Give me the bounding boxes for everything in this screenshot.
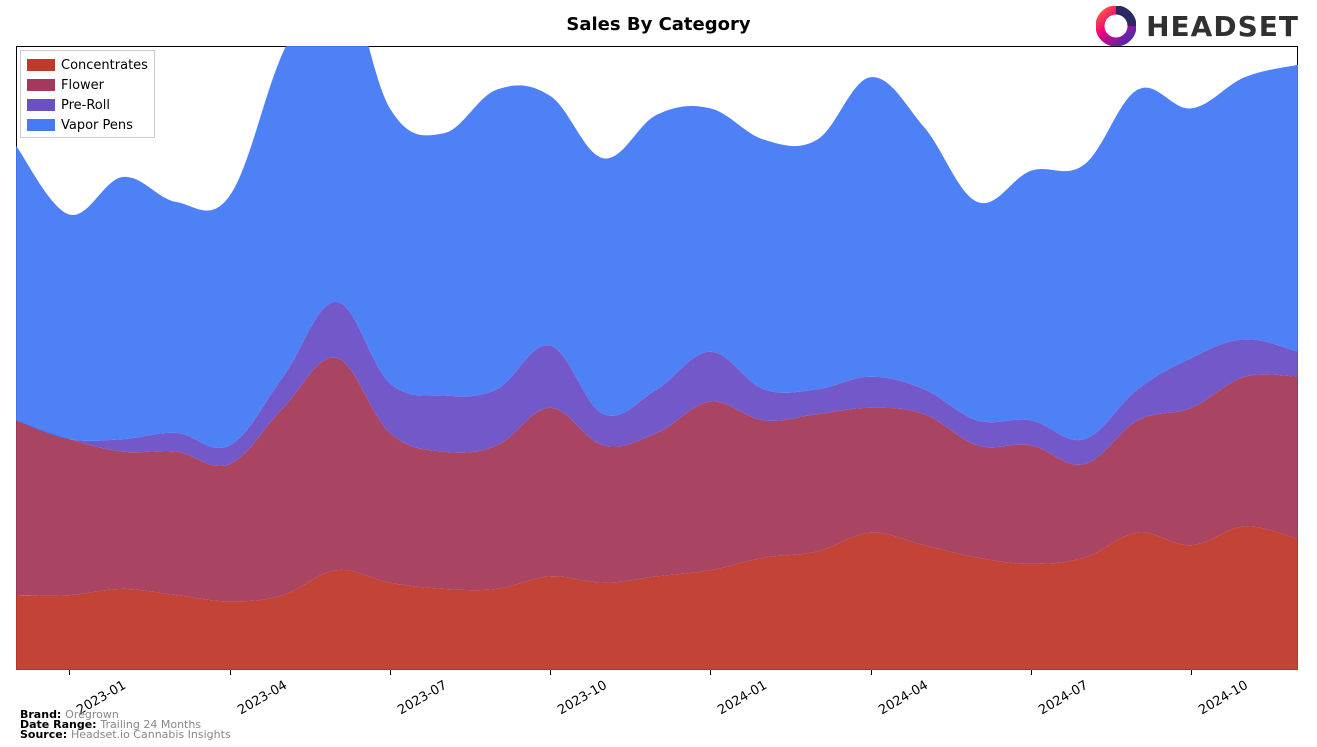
xtick-mark (69, 670, 70, 675)
xtick-label: 2024-04 (876, 678, 931, 718)
xtick-mark (1191, 670, 1192, 675)
legend-label: Vapor Pens (61, 118, 133, 133)
legend-item-pre-roll: Pre-Roll (27, 95, 148, 115)
legend-item-vapor-pens: Vapor Pens (27, 115, 148, 135)
legend-label: Pre-Roll (61, 98, 110, 113)
footer-value: Headset.io Cannabis Insights (71, 728, 231, 741)
area-vapor-pens (16, 46, 1298, 448)
xtick-mark (710, 670, 711, 675)
xtick-mark (1031, 670, 1032, 675)
xtick-label: 2023-07 (395, 678, 450, 718)
legend-label: Flower (61, 78, 104, 93)
legend-swatch (27, 59, 55, 71)
xtick-label: 2024-10 (1196, 678, 1251, 718)
xtick-mark (871, 670, 872, 675)
xtick-mark (230, 670, 231, 675)
stacked-area-chart (16, 46, 1298, 670)
xtick-label: 2024-01 (716, 678, 771, 718)
legend-swatch (27, 99, 55, 111)
legend-item-concentrates: Concentrates (27, 55, 148, 75)
xtick-mark (390, 670, 391, 675)
legend-item-flower: Flower (27, 75, 148, 95)
xtick-label: 2024-07 (1036, 678, 1091, 718)
legend-swatch (27, 79, 55, 91)
headset-logo-icon (1096, 6, 1136, 46)
xtick-label: 2023-04 (235, 678, 290, 718)
legend-label: Concentrates (61, 58, 148, 73)
legend-swatch (27, 119, 55, 131)
footer-line: Source: Headset.io Cannabis Insights (20, 728, 231, 741)
headset-logo: HEADSET (1096, 6, 1299, 46)
headset-logo-text: HEADSET (1146, 10, 1299, 43)
xtick-label: 2023-10 (555, 678, 610, 718)
footer-label: Source: (20, 728, 71, 741)
xtick-mark (550, 670, 551, 675)
legend: Concentrates Flower Pre-Roll Vapor Pens (20, 50, 155, 138)
